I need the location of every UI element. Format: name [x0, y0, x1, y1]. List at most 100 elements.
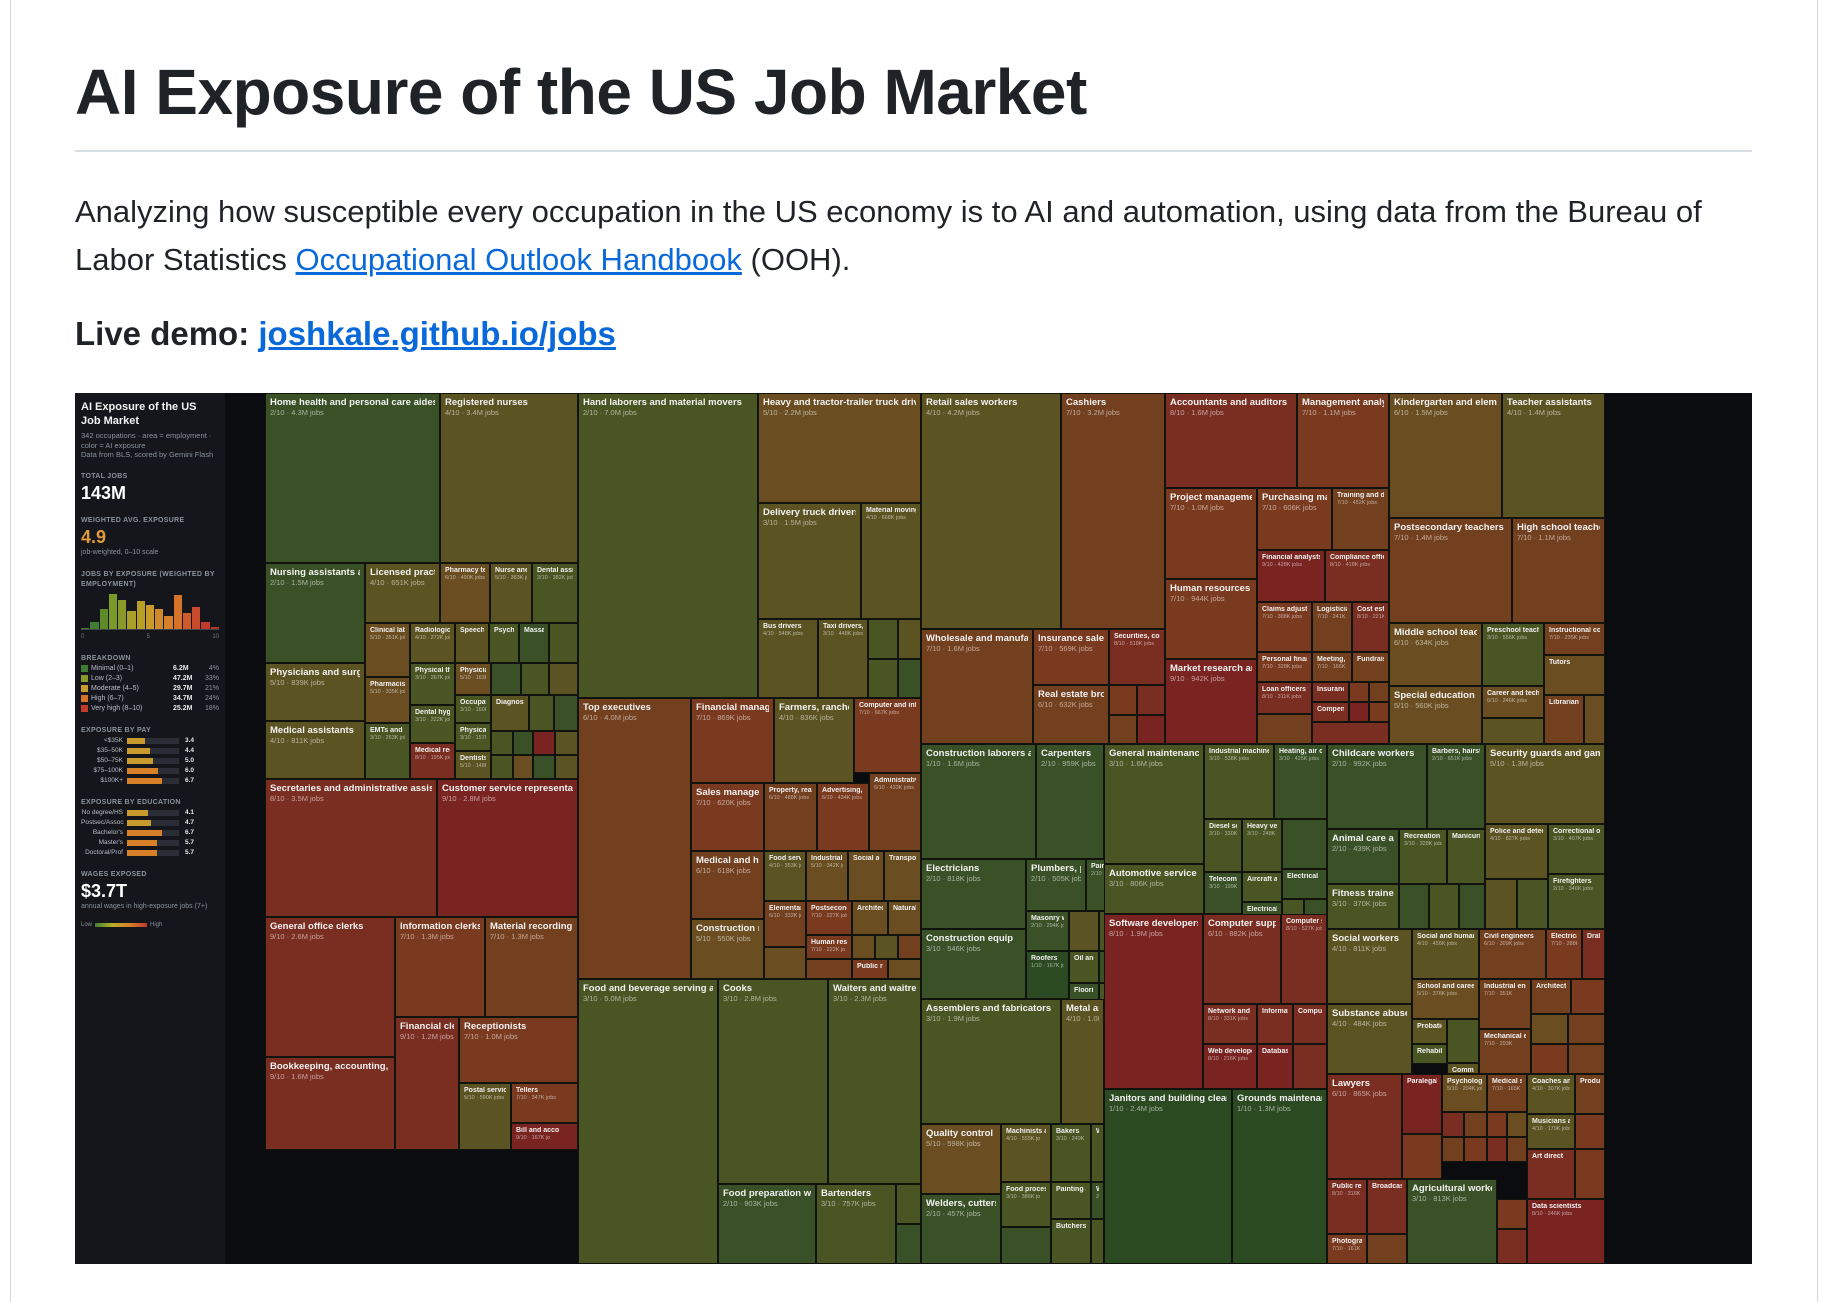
- treemap-tile[interactable]: Occupationa3/10 · 160K: [455, 695, 491, 723]
- treemap-tile[interactable]: [1507, 1112, 1527, 1137]
- treemap-tile[interactable]: [898, 935, 921, 959]
- treemap-tile[interactable]: [1369, 682, 1389, 702]
- treemap-tile[interactable]: Childcare workers 2/10 · 992K jobs: [1327, 744, 1427, 829]
- treemap-tile[interactable]: [896, 1224, 921, 1264]
- treemap-tile[interactable]: [1293, 1044, 1327, 1089]
- treemap-tile[interactable]: Market research analyst9/10 · 942K jobs: [1165, 659, 1257, 744]
- treemap-tile[interactable]: Rehabilit: [1412, 1044, 1447, 1064]
- treemap-tile[interactable]: [1507, 1137, 1527, 1162]
- treemap-tile[interactable]: Industrial engine7/10 · 351K: [1479, 979, 1531, 1029]
- treemap-tile[interactable]: Diesel servic3/10 · 330K jo: [1204, 819, 1242, 872]
- treemap-tile[interactable]: Speech-la: [455, 623, 489, 663]
- treemap-tile[interactable]: Art direct: [1527, 1149, 1575, 1199]
- treemap-tile[interactable]: Architects: [852, 901, 888, 935]
- treemap-tile[interactable]: [806, 959, 852, 979]
- treemap-tile[interactable]: Assemblers and fabricators 3/10 · 1.9M jo…: [921, 999, 1061, 1124]
- treemap-tile[interactable]: Architect: [1531, 979, 1571, 1014]
- treemap-tile[interactable]: [898, 659, 921, 698]
- treemap-tile[interactable]: EMTs and para3/10 · 263K jobs: [365, 723, 410, 779]
- treemap-tile[interactable]: Computer and info 7/10 · 667K jobs: [854, 698, 921, 773]
- treemap-tile[interactable]: Heavy vehic3/10 · 248K jo: [1242, 819, 1282, 872]
- treemap-tile[interactable]: Informatio: [1257, 1004, 1293, 1044]
- treemap-tile[interactable]: Aircraft an: [1242, 872, 1282, 902]
- treemap-tile[interactable]: Sales managers7/10 · 620K jobs: [691, 783, 764, 851]
- treemap-tile[interactable]: Loan officers 8/10 · 311K jobs: [1257, 682, 1312, 714]
- live-demo-link[interactable]: joshkale.github.io/jobs: [258, 315, 616, 352]
- treemap-tile[interactable]: Dentists 5/10 · 148K: [455, 751, 491, 779]
- treemap-tile[interactable]: Network and comp8/10 · 331K jobs: [1203, 1004, 1257, 1044]
- treemap-tile[interactable]: [898, 619, 921, 659]
- treemap-tile[interactable]: Drafters: [1582, 929, 1605, 979]
- treemap-tile[interactable]: [1282, 819, 1327, 869]
- treemap-tile[interactable]: [1091, 1219, 1104, 1264]
- treemap-tile[interactable]: Insurance: [1312, 682, 1349, 702]
- treemap-tile[interactable]: [1568, 1044, 1605, 1074]
- treemap-tile[interactable]: Physical thera3/10 · 267K jobs: [410, 663, 455, 705]
- treemap-tile[interactable]: [1109, 715, 1137, 744]
- treemap-tile[interactable]: Pharmacists5/10 · 335K jobs: [365, 677, 410, 723]
- treemap-tile[interactable]: Human resour7/10 · 222K jo: [806, 935, 852, 959]
- treemap-tile[interactable]: Machinists an4/10 · 555K jo: [1001, 1124, 1051, 1182]
- treemap-tile[interactable]: Agricultural workers3/10 · 813K jobs: [1407, 1179, 1497, 1264]
- treemap-tile[interactable]: [1442, 1137, 1464, 1162]
- treemap-tile[interactable]: [491, 731, 513, 755]
- treemap-tile[interactable]: Producers: [1575, 1074, 1605, 1114]
- treemap-tile[interactable]: Dental assista3/10 · 382K jobs: [532, 563, 578, 623]
- treemap-tile[interactable]: [1257, 714, 1312, 744]
- ooh-link[interactable]: Occupational Outlook Handbook: [295, 242, 742, 277]
- treemap-tile[interactable]: Social and human s4/10 · 456K jobs: [1412, 929, 1479, 979]
- treemap-tile[interactable]: Cost estima8/10 · 221K: [1352, 602, 1389, 652]
- treemap-tile[interactable]: [491, 663, 521, 695]
- treemap-tile[interactable]: Psychiatri: [489, 623, 519, 663]
- treemap-tile[interactable]: Accountants and auditors 8/10 · 1.6M jobs: [1165, 393, 1297, 488]
- treemap-tile[interactable]: Receptionists 7/10 · 1.0M jobs: [459, 1017, 578, 1083]
- treemap-tile[interactable]: Middle school teach 6/10 · 634K jobs: [1389, 623, 1482, 686]
- treemap-tile[interactable]: [554, 695, 578, 731]
- treemap-tile[interactable]: Construction equip 3/10 · 546K jobs: [921, 929, 1026, 999]
- treemap-tile[interactable]: [1402, 1134, 1442, 1179]
- treemap-tile[interactable]: Food service r4/10 · 353K jobs: [764, 851, 806, 901]
- treemap-tile[interactable]: [1137, 715, 1165, 744]
- treemap-tile[interactable]: Project management sp7/10 · 1.0M jobs: [1165, 488, 1257, 579]
- treemap-tile[interactable]: Bookkeeping, accounting, and auditing9/1…: [265, 1057, 395, 1150]
- treemap-tile[interactable]: [1584, 695, 1605, 744]
- treemap-tile[interactable]: Janitors and building cleaners1/10 · 2.4…: [1104, 1089, 1232, 1264]
- treemap-tile[interactable]: Logisticians7/10 · 241K jo: [1312, 602, 1352, 652]
- treemap-tile[interactable]: [852, 935, 875, 959]
- treemap-tile[interactable]: Roofers 1/10 · 167K jo: [1026, 951, 1069, 999]
- treemap-tile[interactable]: Woodwork: [1091, 1124, 1104, 1182]
- treemap-tile[interactable]: Waiters and waitresses3/10 · 2.3M jobs: [828, 979, 921, 1184]
- treemap-tile[interactable]: Substance abuse, b4/10 · 484K jobs: [1327, 1004, 1412, 1074]
- treemap-tile[interactable]: Top executives 6/10 · 4.0M jobs: [578, 698, 691, 979]
- treemap-tile[interactable]: Broadcast: [1367, 1179, 1407, 1234]
- treemap-tile[interactable]: Mechanical engine7/10 · 293K: [1479, 1029, 1531, 1074]
- treemap-tile[interactable]: Tellers 7/10 · 347K jobs: [511, 1083, 578, 1123]
- treemap-tile[interactable]: [1464, 1112, 1487, 1137]
- treemap-tile[interactable]: Medical recor8/10 · 195K jobs: [410, 743, 455, 779]
- treemap-tile[interactable]: Psychologists5/10 · 204K jobs: [1442, 1074, 1487, 1112]
- treemap-tile[interactable]: [1497, 1229, 1527, 1264]
- treemap-tile[interactable]: Management analysts7/10 · 1.1M jobs: [1297, 393, 1389, 488]
- treemap-tile[interactable]: [1464, 1137, 1487, 1162]
- treemap-tile[interactable]: [1429, 884, 1459, 929]
- treemap-tile[interactable]: Massage: [519, 623, 549, 663]
- treemap-tile[interactable]: School and career c5/10 · 376K jobs: [1412, 979, 1479, 1019]
- treemap-tile[interactable]: Elementary, m6/10 · 332K jo: [764, 901, 806, 947]
- treemap-tile[interactable]: Oil and ga: [1069, 951, 1099, 983]
- treemap-tile[interactable]: Construction mana5/10 · 550K jobs: [691, 919, 764, 979]
- treemap-tile[interactable]: Postsecondar7/10 · 227K jobs: [806, 901, 852, 935]
- treemap-tile[interactable]: Public relatio8/10 · 316K jobs: [1327, 1179, 1367, 1234]
- treemap-tile[interactable]: [513, 755, 533, 779]
- treemap-tile[interactable]: Physician as5/10 · 163K: [455, 663, 491, 695]
- treemap-tile[interactable]: [1349, 682, 1369, 702]
- treemap-tile[interactable]: [1517, 879, 1548, 929]
- treemap-tile[interactable]: Financial managers7/10 · 869K jobs: [691, 698, 774, 783]
- treemap-tile[interactable]: Compens: [1312, 702, 1349, 722]
- treemap-tile[interactable]: Grounds maintenan 1/10 · 1.3M jobs: [1232, 1089, 1327, 1264]
- treemap-tile[interactable]: General office clerks 9/10 · 2.6M jobs: [265, 917, 395, 1057]
